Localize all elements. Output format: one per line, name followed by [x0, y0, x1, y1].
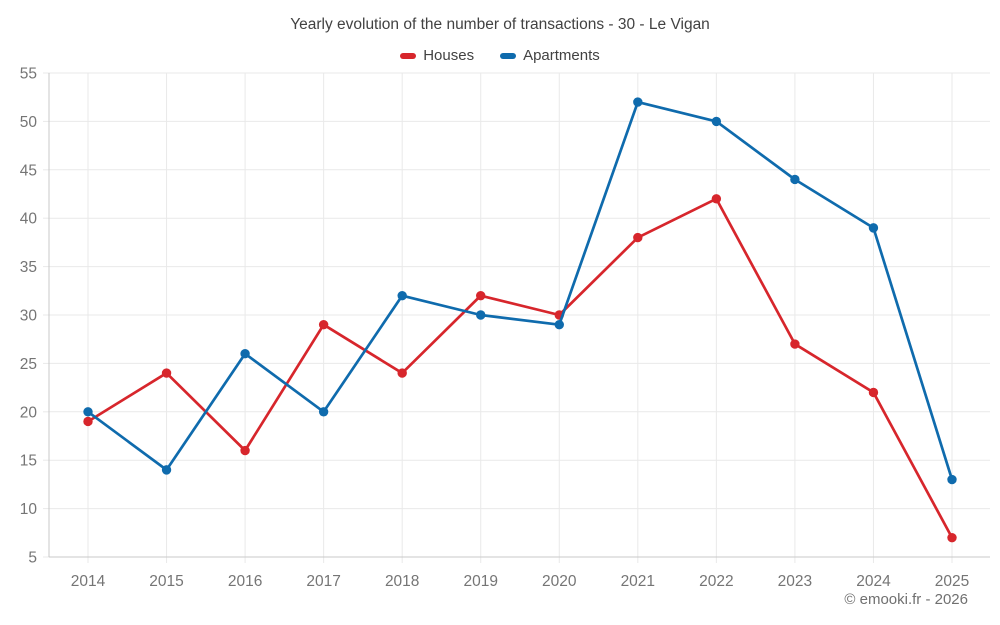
legend-label: Apartments [523, 47, 600, 64]
y-axis-label: 25 [20, 356, 37, 373]
x-axis-label: 2023 [778, 573, 812, 590]
data-point-houses-2024[interactable] [868, 387, 879, 398]
data-point-apartments-2019[interactable] [476, 310, 486, 320]
x-axis-label: 2014 [71, 573, 106, 590]
y-axis-label: 10 [20, 501, 38, 518]
legend-marker-apartments [500, 52, 517, 59]
y-axis-label: 55 [20, 66, 37, 83]
legend-marker-houses [400, 52, 417, 59]
y-axis-label: 20 [20, 404, 38, 421]
y-axis-label: 5 [28, 550, 37, 567]
data-point-apartments-2017[interactable] [318, 407, 329, 417]
x-axis-label: 2016 [228, 573, 262, 590]
legend-item-apartments[interactable]: Apartments [500, 48, 600, 63]
y-axis-label: 50 [20, 114, 38, 131]
y-axis-label: 35 [20, 259, 37, 276]
data-point-houses-2017[interactable] [318, 319, 329, 330]
x-axis-label: 2015 [149, 573, 183, 590]
data-point-apartments-2021[interactable] [633, 97, 643, 107]
x-axis-label: 2019 [463, 573, 497, 590]
y-axis-label: 40 [20, 211, 38, 228]
x-axis-label: 2017 [306, 573, 340, 590]
x-axis-label: 2021 [621, 573, 655, 590]
x-axis-label: 2022 [699, 573, 733, 590]
data-point-apartments-2022[interactable] [711, 116, 722, 127]
data-point-houses-2022[interactable] [711, 194, 722, 204]
y-axis-label: 30 [20, 308, 38, 325]
data-point-houses-2023[interactable] [790, 339, 800, 349]
data-point-apartments-2015[interactable] [161, 465, 172, 475]
data-point-apartments-2025[interactable] [947, 474, 957, 485]
series-line-houses [86, 197, 954, 539]
legend-label: Houses [423, 47, 475, 64]
data-point-apartments-2023[interactable] [790, 174, 800, 185]
data-point-houses-2014[interactable] [83, 416, 93, 427]
data-point-houses-2016[interactable] [240, 445, 250, 456]
data-point-houses-2025[interactable] [947, 532, 957, 543]
chart-title: Yearly evolution of the number of transa… [290, 16, 710, 33]
x-axis-label: 2018 [385, 573, 419, 590]
data-point-apartments-2016[interactable] [240, 349, 250, 359]
y-axis-label: 15 [20, 453, 37, 470]
data-point-houses-2015[interactable] [161, 368, 172, 378]
data-point-apartments-2018[interactable] [397, 290, 407, 301]
data-point-houses-2018[interactable] [397, 368, 407, 378]
x-axis-label: 2020 [542, 573, 577, 590]
data-point-apartments-2024[interactable] [868, 223, 879, 233]
x-axis-label: 2025 [935, 573, 969, 590]
copyright: © emooki.fr - 2026 [844, 591, 968, 608]
x-axis-label: 2024 [856, 573, 891, 590]
data-point-houses-2021[interactable] [633, 232, 643, 243]
data-point-apartments-2020[interactable] [554, 319, 564, 330]
y-axis-label: 45 [20, 162, 37, 179]
legend-item-houses[interactable]: Houses [400, 48, 474, 63]
data-point-apartments-2014[interactable] [83, 407, 93, 417]
series-line-apartments [86, 100, 954, 481]
data-point-houses-2019[interactable] [476, 290, 486, 301]
legend: Houses Apartments [0, 48, 1000, 63]
